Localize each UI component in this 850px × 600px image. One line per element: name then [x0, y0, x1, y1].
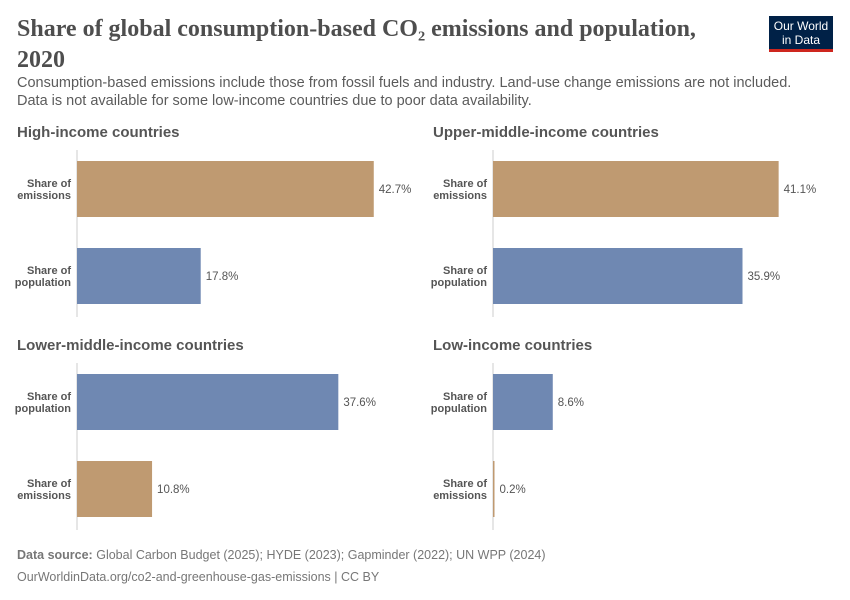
category-label: emissions [433, 490, 487, 502]
data-label: 17.8% [206, 271, 239, 283]
panel-title: Upper-middle-income countries [433, 124, 659, 141]
category-label: Share of [443, 391, 487, 403]
bar [77, 161, 374, 217]
category-label: population [15, 277, 71, 289]
chart-subtitle: Consumption-based emissions include thos… [17, 75, 792, 109]
category-label: population [431, 277, 487, 289]
bar [493, 161, 779, 217]
data-label: 8.6% [558, 397, 584, 409]
bar [77, 248, 201, 304]
category-label: Share of [443, 178, 487, 190]
category-label: population [15, 403, 71, 415]
source-text: Global Carbon Budget (2025); HYDE (2023)… [96, 548, 546, 562]
panel-title: Lower-middle-income countries [17, 337, 244, 354]
source-label: Data source: [17, 548, 93, 562]
panel-title: Low-income countries [433, 337, 592, 354]
owid-logo[interactable]: Our World in Data [769, 16, 833, 52]
panel-title: High-income countries [17, 124, 180, 141]
category-label: Share of [27, 391, 71, 403]
data-label: 35.9% [748, 271, 781, 283]
data-label: 10.8% [157, 484, 190, 496]
category-label: Share of [27, 478, 71, 490]
data-label: 42.7% [379, 184, 412, 196]
data-label: 41.1% [784, 184, 817, 196]
category-label: emissions [433, 190, 487, 202]
bar [493, 374, 553, 430]
chart-title: Share of global consumption-based CO₂ em… [17, 16, 696, 73]
source-url[interactable]: OurWorldinData.org/co2-and-greenhouse-ga… [17, 570, 380, 584]
data-label: 0.2% [500, 484, 526, 496]
bar [77, 374, 339, 430]
bar [493, 248, 743, 304]
category-label: Share of [443, 478, 487, 490]
category-label: Share of [27, 178, 71, 190]
category-label: emissions [17, 190, 71, 202]
category-label: Share of [443, 265, 487, 277]
data-source: Data source: Global Carbon Budget (2025)… [17, 548, 546, 562]
category-label: population [431, 403, 487, 415]
bar [493, 461, 495, 517]
category-label: emissions [17, 490, 71, 502]
data-label: 37.6% [343, 397, 376, 409]
category-label: Share of [27, 265, 71, 277]
bar [77, 461, 153, 517]
